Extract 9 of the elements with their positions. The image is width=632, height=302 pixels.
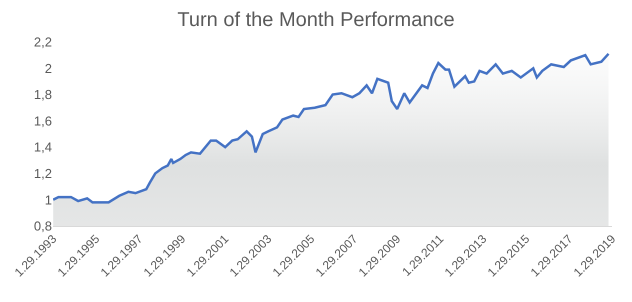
y-tick-label: 2 — [44, 60, 52, 76]
y-tick-label: 2,2 — [34, 34, 52, 50]
y-tick-label: 1,8 — [34, 87, 52, 102]
y-tick-label: 1,4 — [34, 140, 52, 155]
y-tick-label: 1,6 — [34, 113, 52, 128]
chart-title: Turn of the Month Performance — [177, 9, 455, 32]
y-tick-label: 1 — [44, 192, 52, 208]
y-tick-label: 1,2 — [34, 166, 52, 181]
y-tick-label: 0,8 — [34, 218, 52, 234]
